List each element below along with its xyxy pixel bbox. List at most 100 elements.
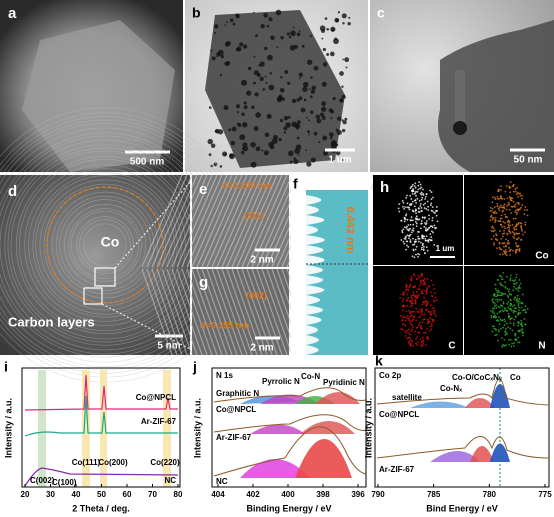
profile-peak bbox=[306, 265, 324, 275]
nanoparticle bbox=[341, 159, 344, 161]
eds-dot bbox=[409, 305, 412, 308]
eds-dot bbox=[508, 246, 511, 249]
eds-dot bbox=[404, 324, 407, 327]
panel-label: j bbox=[192, 359, 197, 375]
eds-dot bbox=[510, 302, 512, 305]
eds-dot bbox=[515, 228, 518, 231]
panel-label: f bbox=[293, 176, 298, 192]
eds-dot bbox=[494, 219, 497, 221]
nanoparticle bbox=[309, 110, 314, 114]
eds-dot bbox=[500, 275, 503, 278]
eds-dot bbox=[514, 211, 517, 213]
nanoparticle bbox=[341, 85, 344, 88]
xps-curve bbox=[213, 426, 367, 477]
eds-dot bbox=[507, 239, 509, 242]
eds-dot bbox=[501, 278, 503, 281]
eds-dot bbox=[415, 290, 418, 293]
eds-dot bbox=[402, 298, 405, 300]
eds-dot bbox=[406, 240, 409, 243]
eds-dot bbox=[513, 280, 515, 282]
nanoparticle bbox=[241, 79, 248, 86]
eds-dot bbox=[425, 308, 428, 311]
nanoparticle bbox=[283, 115, 289, 121]
eds-dot bbox=[493, 196, 496, 199]
eds-dot bbox=[410, 294, 413, 297]
nanoparticle bbox=[298, 154, 301, 156]
eds-dot bbox=[410, 198, 413, 200]
panel-f: f 0.442 nm bbox=[291, 175, 371, 355]
eds-dot bbox=[426, 249, 429, 252]
eds-dot bbox=[492, 235, 495, 237]
nanoparticle bbox=[288, 150, 294, 157]
eds-dot bbox=[415, 342, 417, 345]
eds-dot bbox=[421, 244, 424, 247]
x-axis-label: 2 Theta / deg. bbox=[72, 503, 130, 513]
eds-dot bbox=[411, 340, 414, 343]
eds-dot bbox=[430, 236, 433, 238]
eds-dot bbox=[517, 336, 520, 339]
eds-dot bbox=[409, 239, 412, 241]
eds-dot bbox=[429, 233, 432, 236]
nanoparticle bbox=[271, 138, 278, 144]
eds-dot bbox=[436, 220, 439, 223]
x-tick-label: 775 bbox=[538, 490, 552, 499]
eds-dot bbox=[411, 328, 414, 331]
eds-dot bbox=[407, 297, 410, 300]
eds-dot bbox=[519, 311, 522, 314]
eds-dot bbox=[504, 227, 507, 230]
nanoparticle bbox=[344, 57, 350, 63]
eds-dot bbox=[522, 331, 525, 334]
eds-dot bbox=[518, 279, 521, 281]
eds-dot bbox=[519, 301, 522, 304]
eds-dot bbox=[414, 220, 417, 223]
eds-dot bbox=[406, 315, 409, 318]
eds-dot bbox=[403, 220, 406, 223]
eds-dot bbox=[500, 283, 503, 286]
eds-dot bbox=[411, 319, 414, 322]
eds-dot bbox=[509, 232, 512, 235]
eds-dot bbox=[421, 236, 424, 238]
eds-dot bbox=[513, 304, 516, 306]
eds-dot bbox=[421, 327, 423, 330]
panel-b: b 1 um bbox=[185, 0, 368, 172]
sample-label: Co@NPCL bbox=[216, 405, 256, 414]
nanoparticle bbox=[313, 65, 319, 71]
nanoparticle bbox=[253, 11, 255, 14]
nanoparticle bbox=[306, 59, 313, 65]
eds-dot bbox=[502, 209, 505, 212]
eds-dot bbox=[511, 305, 514, 308]
x-tick-label: 400 bbox=[281, 490, 295, 499]
nanoparticle bbox=[251, 105, 255, 109]
lattice-fringe bbox=[176, 268, 208, 356]
eds-dot bbox=[407, 206, 410, 209]
eds-dot bbox=[416, 296, 419, 299]
eds-dot bbox=[508, 187, 511, 189]
nanoparticle bbox=[278, 94, 283, 99]
lattice-fringe bbox=[191, 268, 223, 356]
eds-dot bbox=[426, 318, 429, 321]
eds-dot bbox=[520, 323, 523, 326]
profile-peak bbox=[306, 315, 322, 325]
eds-dot bbox=[508, 230, 511, 233]
eds-dot bbox=[414, 330, 416, 333]
eds-dot bbox=[426, 287, 429, 290]
eds-dot bbox=[420, 220, 423, 222]
eds-dot bbox=[399, 296, 402, 299]
nanoparticle bbox=[341, 94, 346, 100]
eds-dot bbox=[411, 311, 414, 313]
eds-dot bbox=[417, 210, 420, 213]
eds-dot bbox=[407, 317, 409, 320]
eds-dot bbox=[508, 226, 511, 229]
lattice-fringe bbox=[251, 268, 283, 356]
eds-dot bbox=[430, 291, 432, 294]
eds-dot bbox=[500, 294, 503, 296]
nanoparticle bbox=[266, 24, 270, 28]
y-axis-label: Intensity / a.u. bbox=[192, 398, 202, 458]
eds-dot bbox=[519, 192, 522, 195]
eds-dot bbox=[415, 307, 418, 310]
eds-dot bbox=[420, 307, 423, 310]
highlight bbox=[82, 370, 90, 487]
eds-dot bbox=[525, 311, 528, 314]
eds-dot bbox=[417, 331, 420, 334]
eds-dot bbox=[417, 294, 420, 296]
